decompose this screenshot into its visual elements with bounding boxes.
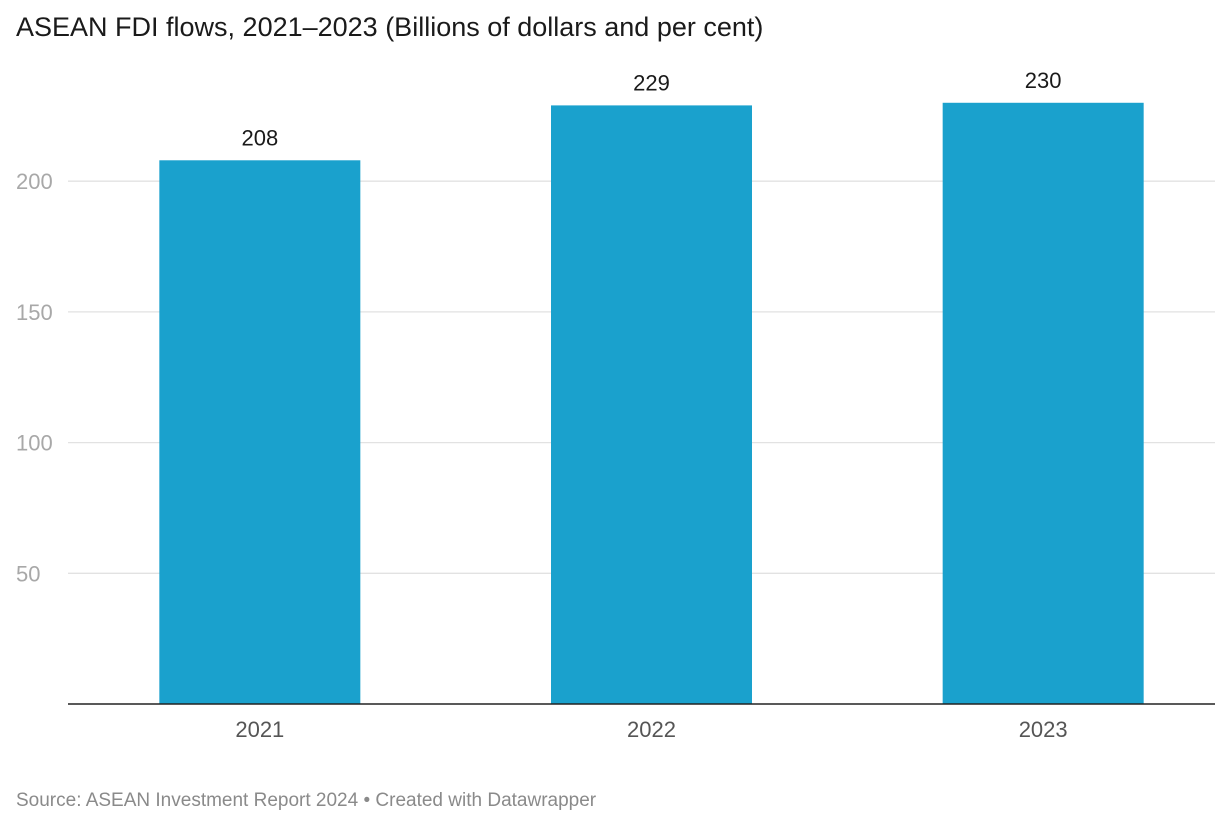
footer-separator: • [363,790,371,811]
x-tick-label-2021: 2021 [235,717,284,742]
y-tick-label-50: 50 [16,561,40,586]
bar-2021 [159,160,361,705]
source-note: Source: ASEAN Investment Report 2024 [16,790,359,811]
data-label-2022: 229 [633,70,670,95]
x-tick-label-2022: 2022 [627,717,676,742]
bar-2022 [551,105,752,705]
data-label-2021: 208 [241,125,278,150]
data-label-2023: 230 [1025,68,1062,93]
bar-chart: 208 229 230 50 100 150 200 2021 2022 2023 [16,68,1215,742]
bars [159,102,1144,705]
chart-title: ASEAN FDI flows, 2021–2023 (Billions of … [16,12,764,42]
data-labels: 208 229 230 [241,68,1061,151]
y-tick-label-100: 100 [16,431,53,456]
y-tick-label-200: 200 [16,169,53,194]
x-tick-label-2023: 2023 [1019,717,1068,742]
bar-2023 [942,102,1144,704]
chart-footer: Source: ASEAN Investment Report 2024 • C… [16,790,596,812]
credit-note: Created with Datawrapper [375,790,597,811]
y-tick-label-150: 150 [16,300,53,325]
axes: 50 100 150 200 2021 2022 2023 [16,169,1215,742]
